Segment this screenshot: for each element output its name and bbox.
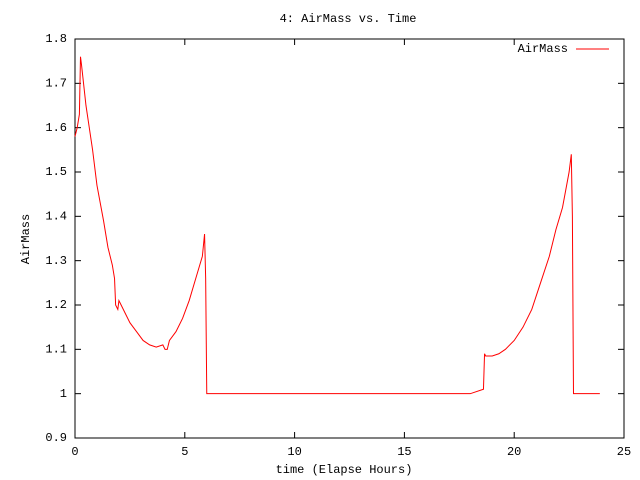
y-tick-label: 1 [60,387,67,401]
y-tick-label: 0.9 [45,431,67,445]
x-axis-label: time (Elapse Hours) [276,463,413,477]
y-tick-label: 1.6 [45,121,67,135]
y-tick-label: 1.8 [45,32,67,46]
x-tick-label: 20 [507,445,521,459]
x-tick-label: 5 [181,445,188,459]
y-tick-label: 1.3 [45,254,67,268]
data-line [74,56,600,395]
chart-title: 4: AirMass vs. Time [280,12,417,26]
y-tick-label: 1.1 [45,343,67,357]
y-tick-label: 1.4 [45,210,67,224]
legend-label: AirMass [518,42,568,56]
x-tick-label: 0 [71,445,78,459]
x-tick-label: 25 [617,445,631,459]
x-tick-label: 10 [287,445,301,459]
y-tick-label: 1.5 [45,165,67,179]
y-axis-label: AirMass [19,214,33,264]
x-tick-label: 15 [397,445,411,459]
y-tick-label: 1.7 [45,77,67,91]
plot-border [74,38,625,439]
y-tick-label: 1.2 [45,298,67,312]
